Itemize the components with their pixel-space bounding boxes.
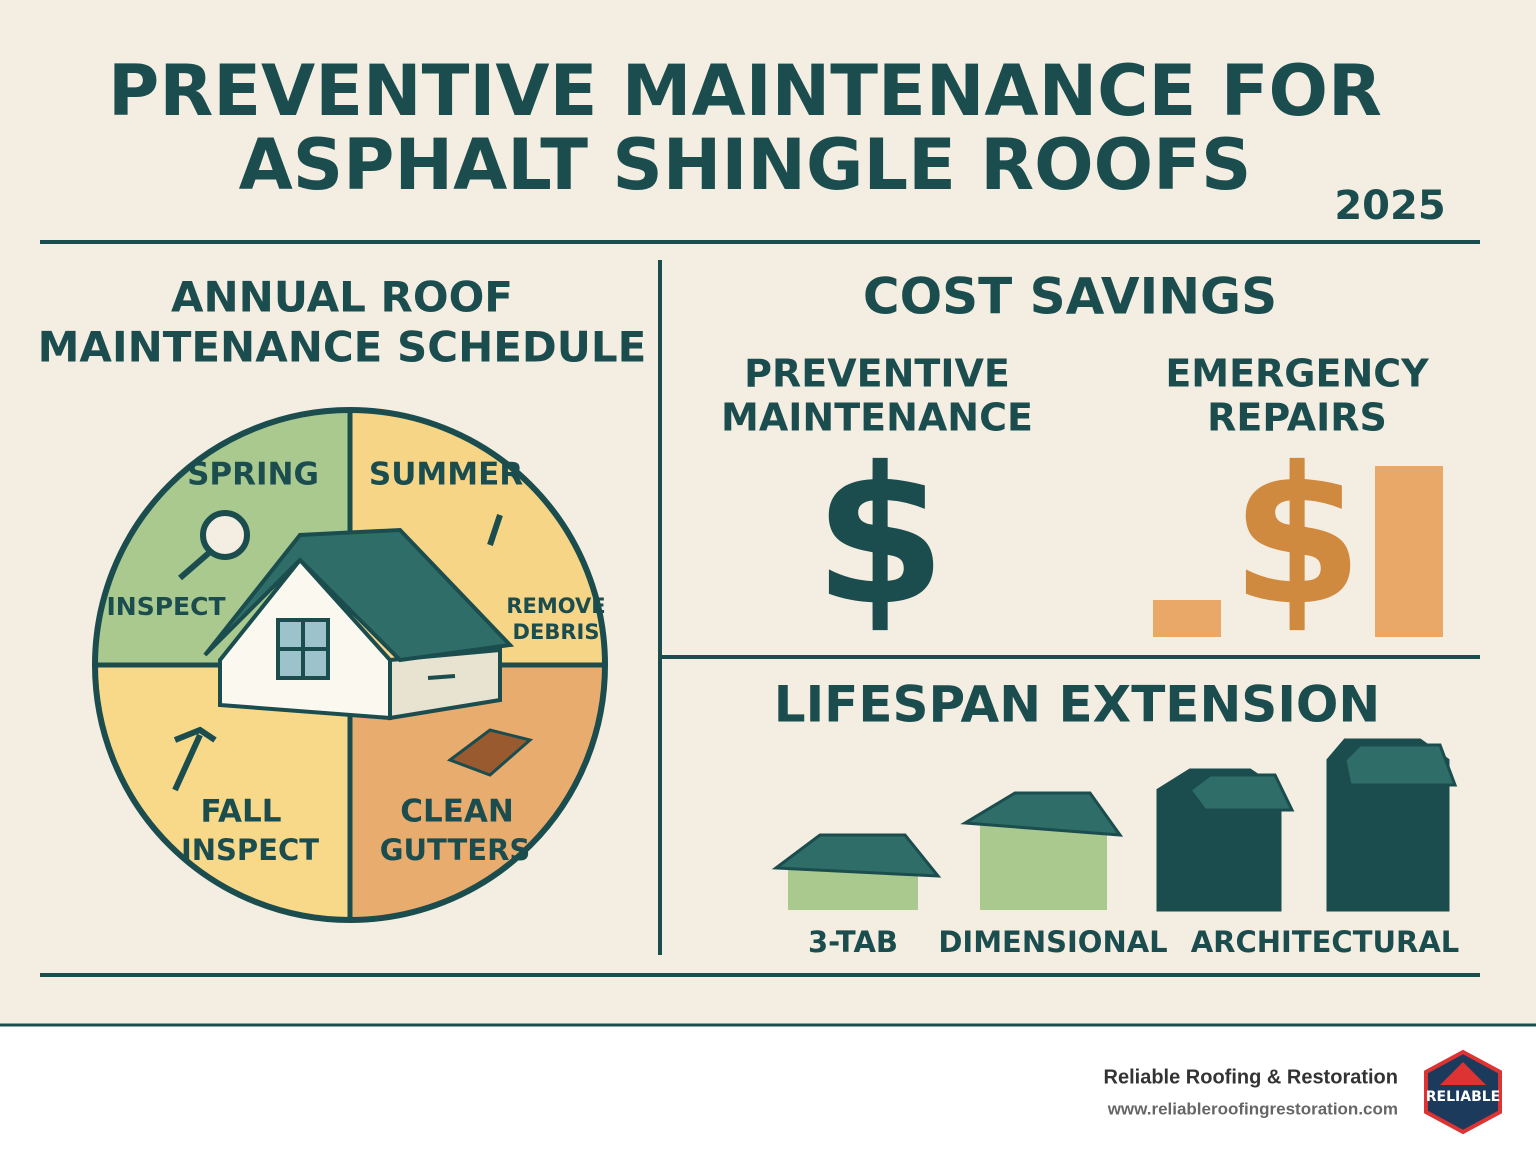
dollar-symbol: $ xyxy=(814,426,946,647)
season-name: FALL xyxy=(200,794,281,830)
icons-part xyxy=(178,549,212,581)
season-wheel-part xyxy=(95,665,350,920)
section-title: LIFESPAN EXTENSION xyxy=(774,676,1381,734)
shingle-type: DIMENSIONAL xyxy=(938,925,1167,959)
cost-bar xyxy=(1153,600,1221,637)
footer-background xyxy=(0,1025,1536,1154)
roof-houses-part xyxy=(1343,743,1458,787)
season-task: INSPECT xyxy=(181,833,319,867)
icons xyxy=(172,510,534,792)
house-part xyxy=(203,527,515,663)
company-name: Reliable Roofing & Restoration xyxy=(1104,1066,1398,1088)
title: ASPHALT SHINGLE ROOFS xyxy=(239,124,1252,206)
icons-part xyxy=(200,510,250,560)
season-name: SUMMER xyxy=(369,457,523,493)
cost-label: EMERGENCY xyxy=(1165,352,1429,396)
season-task: GUTTERS xyxy=(380,833,531,867)
cost-bar xyxy=(1375,466,1443,637)
dollar-symbol: $ xyxy=(1231,426,1363,647)
season-wheel-part xyxy=(350,665,605,920)
shingle-type: 3-TAB xyxy=(808,925,898,959)
cost-label: MAINTENANCE xyxy=(721,396,1033,440)
company-url: www.reliableroofingrestoration.com xyxy=(1107,1099,1398,1118)
season-wheel-part xyxy=(92,407,608,923)
icons-part xyxy=(446,728,534,777)
cost-label: PREVENTIVE xyxy=(744,352,1010,396)
year: 2025 xyxy=(1334,183,1445,229)
section-title: MAINTENANCE SCHEDULE xyxy=(38,323,647,372)
icons-part xyxy=(487,514,503,546)
house xyxy=(203,527,515,721)
icons-part xyxy=(172,726,217,792)
section-title: COST SAVINGS xyxy=(863,268,1277,326)
logo-part xyxy=(1440,1062,1486,1085)
house-part xyxy=(427,674,456,680)
logo-text: RELIABLE xyxy=(1426,1089,1500,1105)
dividers xyxy=(40,240,1480,977)
section-title: ANNUAL ROOF xyxy=(171,273,513,322)
season-task: DEBRIS xyxy=(513,620,600,644)
cost-label: REPAIRS xyxy=(1207,396,1387,440)
logo xyxy=(1424,1049,1502,1135)
season-name: SPRING xyxy=(187,457,319,493)
title: PREVENTIVE MAINTENANCE FOR xyxy=(108,50,1382,132)
roof-houses-part xyxy=(771,833,942,878)
season-task: INSPECT xyxy=(106,592,225,621)
shingle-type: ARCHITECTURAL xyxy=(1191,925,1460,959)
logo-part xyxy=(1424,1049,1502,1135)
season-task: REMOVE xyxy=(506,594,605,618)
season-task: CLEAN xyxy=(400,794,514,830)
roof-houses-part xyxy=(960,791,1124,837)
roof-houses xyxy=(771,738,1458,912)
roof-houses-part xyxy=(1187,773,1295,812)
